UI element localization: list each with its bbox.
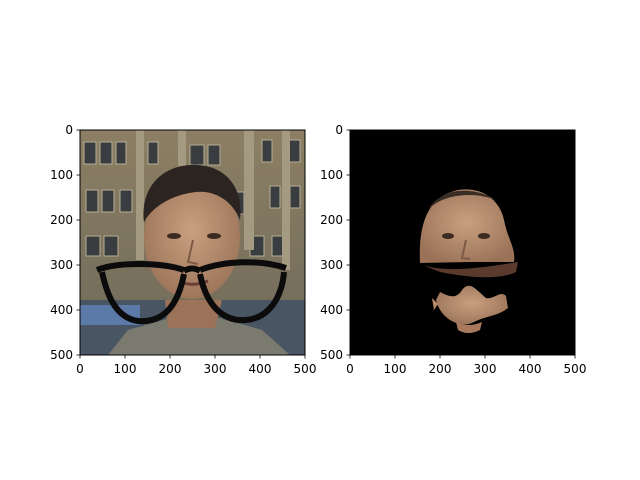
right-ytick-label: 100	[320, 168, 343, 182]
segmented-chin	[456, 322, 482, 333]
left-eye	[167, 233, 181, 239]
right-xtick-label: 100	[384, 362, 407, 376]
left-ytick-label: 300	[50, 258, 73, 272]
left-xtick-label: 400	[249, 362, 272, 376]
left-xtick-label: 200	[159, 362, 182, 376]
left-ytick-label: 500	[50, 348, 73, 362]
nose	[186, 239, 199, 265]
right-xtick-label: 200	[429, 362, 452, 376]
segmented-right-eye	[478, 233, 490, 239]
right-ytick-label: 500	[320, 348, 343, 362]
left-ytick-label: 100	[50, 168, 73, 182]
right-xtick-label: 400	[519, 362, 542, 376]
right-xtick-label: 0	[346, 362, 354, 376]
segmented-face-lower	[436, 285, 508, 325]
right-image-panel	[350, 130, 575, 355]
left-image-panel	[80, 130, 305, 355]
right-ytick-label: 300	[320, 258, 343, 272]
left-xtick-label: 0	[76, 362, 84, 376]
right-axes-frame	[349, 129, 576, 356]
segmented-nose	[460, 239, 471, 260]
glasses-overlay	[95, 259, 287, 325]
segmented-face-upper	[419, 189, 515, 263]
hair	[143, 164, 241, 222]
right-eye	[207, 233, 221, 239]
left-ytick-label: 400	[50, 303, 73, 317]
right-ytick-label: 200	[320, 213, 343, 227]
blue-awning	[80, 305, 140, 325]
segmented-left-eye	[442, 233, 454, 239]
left-xtick-label: 100	[114, 362, 137, 376]
segmented-fragment	[432, 298, 438, 310]
left-xtick-label: 300	[204, 362, 227, 376]
right-ytick-label: 400	[320, 303, 343, 317]
segmented-hole	[479, 278, 489, 290]
segmented-hair-edge	[428, 190, 496, 210]
left-ytick-label: 0	[65, 123, 73, 137]
neck	[165, 300, 222, 328]
segmented-glasses-band	[420, 262, 518, 278]
building-columns	[136, 130, 290, 270]
right-xtick-label: 300	[474, 362, 497, 376]
left-ytick-label: 200	[50, 213, 73, 227]
right-ytick-label: 0	[335, 123, 343, 137]
shirt	[108, 318, 290, 355]
left-xtick-label: 500	[294, 362, 317, 376]
left-axes-frame	[79, 129, 306, 356]
right-xtick-label: 500	[564, 362, 587, 376]
